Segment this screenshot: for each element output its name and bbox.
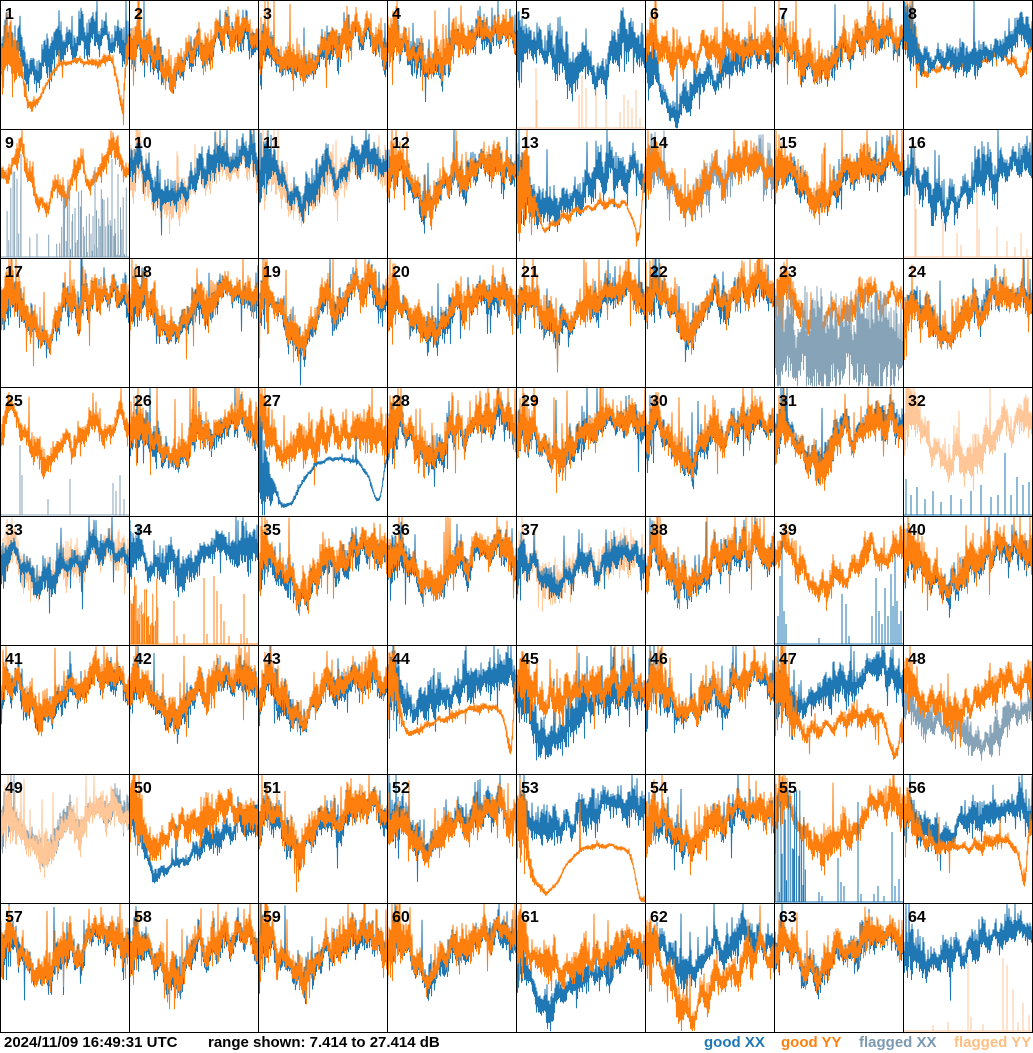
svg-text:7: 7 <box>779 6 788 23</box>
svg-text:23: 23 <box>779 264 797 281</box>
svg-text:15: 15 <box>779 135 797 152</box>
svg-text:44: 44 <box>392 651 410 668</box>
svg-text:20: 20 <box>392 264 410 281</box>
svg-text:42: 42 <box>134 651 152 668</box>
svg-text:38: 38 <box>650 522 668 539</box>
svg-text:19: 19 <box>263 264 281 281</box>
svg-text:64: 64 <box>908 909 926 926</box>
svg-text:35: 35 <box>263 522 281 539</box>
svg-text:60: 60 <box>392 909 410 926</box>
svg-text:24: 24 <box>908 264 926 281</box>
svg-text:30: 30 <box>650 393 668 410</box>
svg-text:9: 9 <box>5 135 14 152</box>
svg-text:29: 29 <box>521 393 539 410</box>
svg-text:46: 46 <box>650 651 668 668</box>
svg-text:range shown: 7.414 to 27.414 d: range shown: 7.414 to 27.414 dB <box>208 1034 440 1051</box>
svg-text:55: 55 <box>779 780 797 797</box>
svg-text:21: 21 <box>521 264 539 281</box>
svg-text:50: 50 <box>134 780 152 797</box>
svg-text:good YY: good YY <box>781 1034 842 1051</box>
svg-text:49: 49 <box>5 780 23 797</box>
svg-text:32: 32 <box>908 393 926 410</box>
svg-text:41: 41 <box>5 651 23 668</box>
svg-text:37: 37 <box>521 522 539 539</box>
svg-text:58: 58 <box>134 909 152 926</box>
svg-text:57: 57 <box>5 909 23 926</box>
svg-text:12: 12 <box>392 135 410 152</box>
svg-text:6: 6 <box>650 6 659 23</box>
svg-text:flagged XX: flagged XX <box>859 1034 937 1051</box>
svg-text:8: 8 <box>908 6 917 23</box>
svg-text:45: 45 <box>521 651 539 668</box>
svg-text:4: 4 <box>392 6 401 23</box>
svg-text:16: 16 <box>908 135 926 152</box>
svg-text:52: 52 <box>392 780 410 797</box>
svg-text:36: 36 <box>392 522 410 539</box>
svg-text:51: 51 <box>263 780 281 797</box>
svg-text:40: 40 <box>908 522 926 539</box>
svg-text:5: 5 <box>521 6 530 23</box>
svg-text:2: 2 <box>134 6 143 23</box>
svg-text:59: 59 <box>263 909 281 926</box>
svg-text:3: 3 <box>263 6 272 23</box>
svg-text:2024/11/09 16:49:31 UTC: 2024/11/09 16:49:31 UTC <box>4 1034 178 1051</box>
svg-text:1: 1 <box>5 6 14 23</box>
svg-text:43: 43 <box>263 651 281 668</box>
svg-text:10: 10 <box>134 135 152 152</box>
svg-text:18: 18 <box>134 264 152 281</box>
svg-text:61: 61 <box>521 909 539 926</box>
svg-text:47: 47 <box>779 651 797 668</box>
svg-text:11: 11 <box>263 135 280 152</box>
svg-text:62: 62 <box>650 909 668 926</box>
svg-text:22: 22 <box>650 264 668 281</box>
svg-text:48: 48 <box>908 651 926 668</box>
svg-text:31: 31 <box>779 393 797 410</box>
svg-text:26: 26 <box>134 393 152 410</box>
svg-text:25: 25 <box>5 393 23 410</box>
svg-text:17: 17 <box>5 264 23 281</box>
svg-text:14: 14 <box>650 135 668 152</box>
svg-text:53: 53 <box>521 780 539 797</box>
svg-text:good XX: good XX <box>704 1034 765 1051</box>
svg-text:33: 33 <box>5 522 23 539</box>
svg-text:28: 28 <box>392 393 410 410</box>
svg-text:63: 63 <box>779 909 797 926</box>
svg-text:34: 34 <box>134 522 152 539</box>
svg-text:56: 56 <box>908 780 926 797</box>
svg-text:27: 27 <box>263 393 281 410</box>
svg-text:39: 39 <box>779 522 797 539</box>
svg-text:flagged YY: flagged YY <box>954 1034 1031 1051</box>
svg-text:13: 13 <box>521 135 539 152</box>
svg-text:54: 54 <box>650 780 668 797</box>
